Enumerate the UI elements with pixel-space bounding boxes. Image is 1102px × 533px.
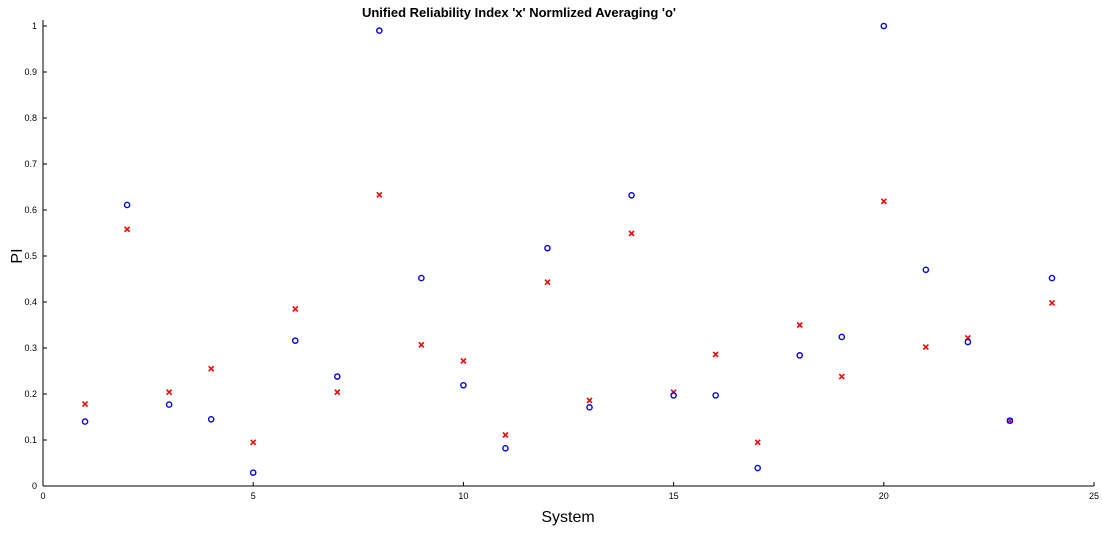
o-marker-point — [880, 22, 888, 30]
x-marker-point — [712, 351, 719, 358]
data-points — [81, 22, 1056, 476]
x-marker-point — [1048, 299, 1056, 306]
x-tick-label: 25 — [1089, 491, 1099, 501]
x-marker-point — [838, 373, 845, 380]
o-marker-point — [123, 201, 131, 209]
y-tick-label: 1 — [32, 21, 37, 31]
x-tick-label: 20 — [879, 491, 889, 501]
x-marker-point — [81, 401, 89, 408]
x-marker-point — [418, 341, 425, 348]
x-marker-point — [376, 191, 383, 198]
o-marker-point — [544, 244, 551, 252]
x-marker-point — [502, 431, 509, 439]
o-marker-point — [586, 404, 593, 411]
y-tick-label: 0 — [32, 481, 37, 491]
o-marker-point — [165, 401, 173, 408]
o-marker-point — [922, 266, 930, 274]
x-marker-point — [292, 305, 299, 312]
y-axis-ticks: 0 0.1 0.2 0.3 0.4 0.5 0.6 0.7 0.8 0.9 1 — [24, 21, 47, 491]
x-tick-label: 15 — [669, 491, 679, 501]
o-marker-point — [249, 469, 257, 476]
x-marker-point — [124, 226, 131, 233]
x-tick-label: 5 — [251, 491, 256, 501]
x-marker-point — [250, 439, 257, 446]
x-marker-point — [544, 279, 551, 286]
o-marker-point — [1048, 274, 1056, 282]
o-marker-point — [1006, 417, 1014, 424]
o-marker-point — [81, 418, 89, 425]
axes — [42, 20, 1094, 487]
x-marker-point — [628, 230, 635, 237]
y-axis-label: PI — [9, 248, 26, 263]
o-marker-point — [502, 444, 509, 452]
y-tick-label: 0.4 — [24, 297, 37, 307]
y-tick-label: 0.9 — [24, 67, 37, 77]
o-marker-point — [670, 392, 677, 399]
y-tick-label: 0.7 — [24, 159, 37, 169]
o-marker-point — [796, 352, 804, 359]
y-tick-label: 0.6 — [24, 205, 37, 215]
o-marker-point — [712, 392, 719, 399]
o-marker-point — [291, 337, 299, 344]
x-marker-point — [754, 439, 761, 446]
x-marker-point — [208, 365, 215, 372]
y-tick-label: 0.2 — [24, 389, 37, 399]
y-tick-label: 0.8 — [24, 113, 37, 123]
y-tick-label: 0.1 — [24, 435, 37, 445]
x-marker-point — [166, 389, 173, 396]
x-axis-ticks: 0 5 10 15 20 25 — [40, 482, 1099, 501]
x-marker-point — [880, 198, 887, 205]
o-marker-point — [376, 27, 383, 34]
x-tick-label: 0 — [40, 491, 45, 501]
x-marker-point — [922, 344, 929, 351]
x-marker-point — [334, 389, 341, 396]
x-marker-point — [796, 321, 803, 329]
x-marker-point — [586, 397, 593, 404]
y-tick-label: 0.3 — [24, 343, 37, 353]
chart-title: Unified Reliability Index 'x' Normlized … — [362, 5, 676, 20]
o-marker-point — [754, 464, 761, 472]
y-tick-label: 0.5 — [24, 251, 37, 261]
o-marker-point — [628, 191, 635, 199]
o-marker-point — [207, 415, 215, 423]
o-marker-point — [460, 381, 467, 389]
o-marker-point — [838, 333, 846, 341]
x-marker-point — [460, 357, 467, 364]
x-tick-label: 10 — [458, 491, 468, 501]
o-marker-point — [333, 373, 341, 380]
x-axis-label: System — [541, 509, 594, 526]
o-marker-point — [964, 338, 972, 346]
o-marker-point — [418, 274, 425, 282]
